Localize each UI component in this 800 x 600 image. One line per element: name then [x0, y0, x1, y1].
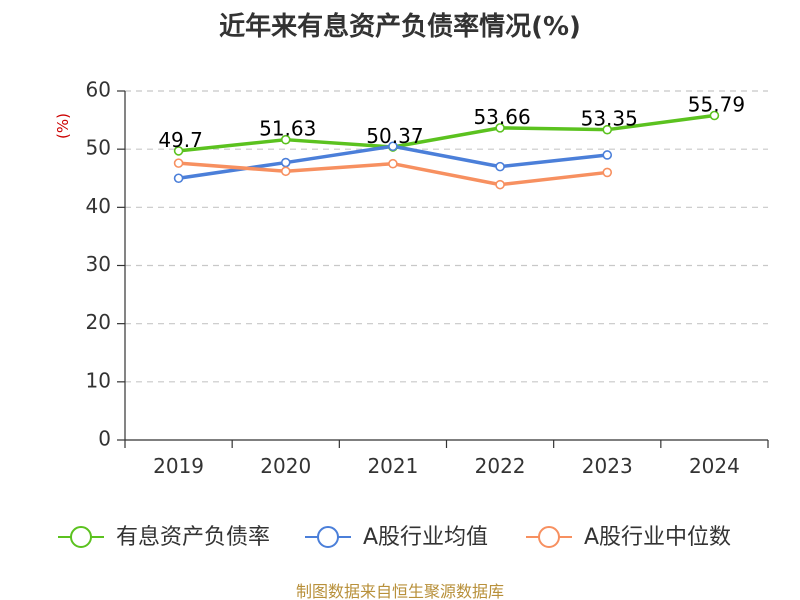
data-point [280, 157, 291, 168]
x-tick-label: 2021 [367, 454, 418, 478]
data-point [173, 173, 184, 184]
data-point [495, 123, 505, 133]
data-point [173, 146, 184, 156]
data-point [388, 141, 398, 152]
data-label: 53.35 [581, 107, 638, 131]
y-axis-unit: (%) [54, 113, 72, 139]
data-label: 55.79 [688, 92, 745, 116]
data-point [602, 167, 613, 178]
y-tick-label: 30 [86, 252, 111, 276]
y-tick-label: 0 [98, 427, 111, 451]
x-tick-label: 2019 [153, 454, 204, 478]
legend-item-label: A股行业均值 [363, 525, 488, 550]
data-point [173, 158, 184, 168]
data-point [495, 161, 505, 172]
legend-marker [70, 526, 92, 548]
series-line [176, 113, 717, 153]
data-label: 50.37 [366, 124, 423, 148]
legend-item-label: 有息资产负债率 [116, 525, 270, 550]
source-note: 制图数据来自恒生聚源数据库 [295, 582, 504, 600]
y-tick-label: 50 [86, 136, 111, 160]
data-point [709, 110, 720, 121]
chart-title: 近年来有息资产负债率情况(%) [219, 12, 581, 42]
y-tick-label: 20 [86, 310, 111, 334]
legend-marker [317, 526, 339, 548]
data-point [602, 150, 613, 160]
data-label: 49.7 [158, 128, 203, 152]
legend-item-label: A股行业中位数 [584, 525, 731, 550]
x-tick-label: 2022 [475, 454, 526, 478]
x-tick-label: 2023 [582, 454, 633, 478]
data-point [280, 134, 291, 145]
data-point [495, 179, 505, 190]
data-label: 51.63 [259, 117, 316, 141]
data-point [280, 166, 291, 177]
x-tick-label: 2020 [260, 454, 311, 478]
x-tick-label: 2024 [689, 454, 740, 478]
data-point [602, 124, 613, 135]
data-label: 53.66 [473, 105, 530, 129]
y-tick-label: 40 [86, 194, 111, 218]
y-tick-label: 60 [86, 78, 111, 102]
legend-marker [538, 526, 560, 548]
data-point [388, 158, 398, 169]
y-tick-label: 10 [86, 368, 111, 392]
